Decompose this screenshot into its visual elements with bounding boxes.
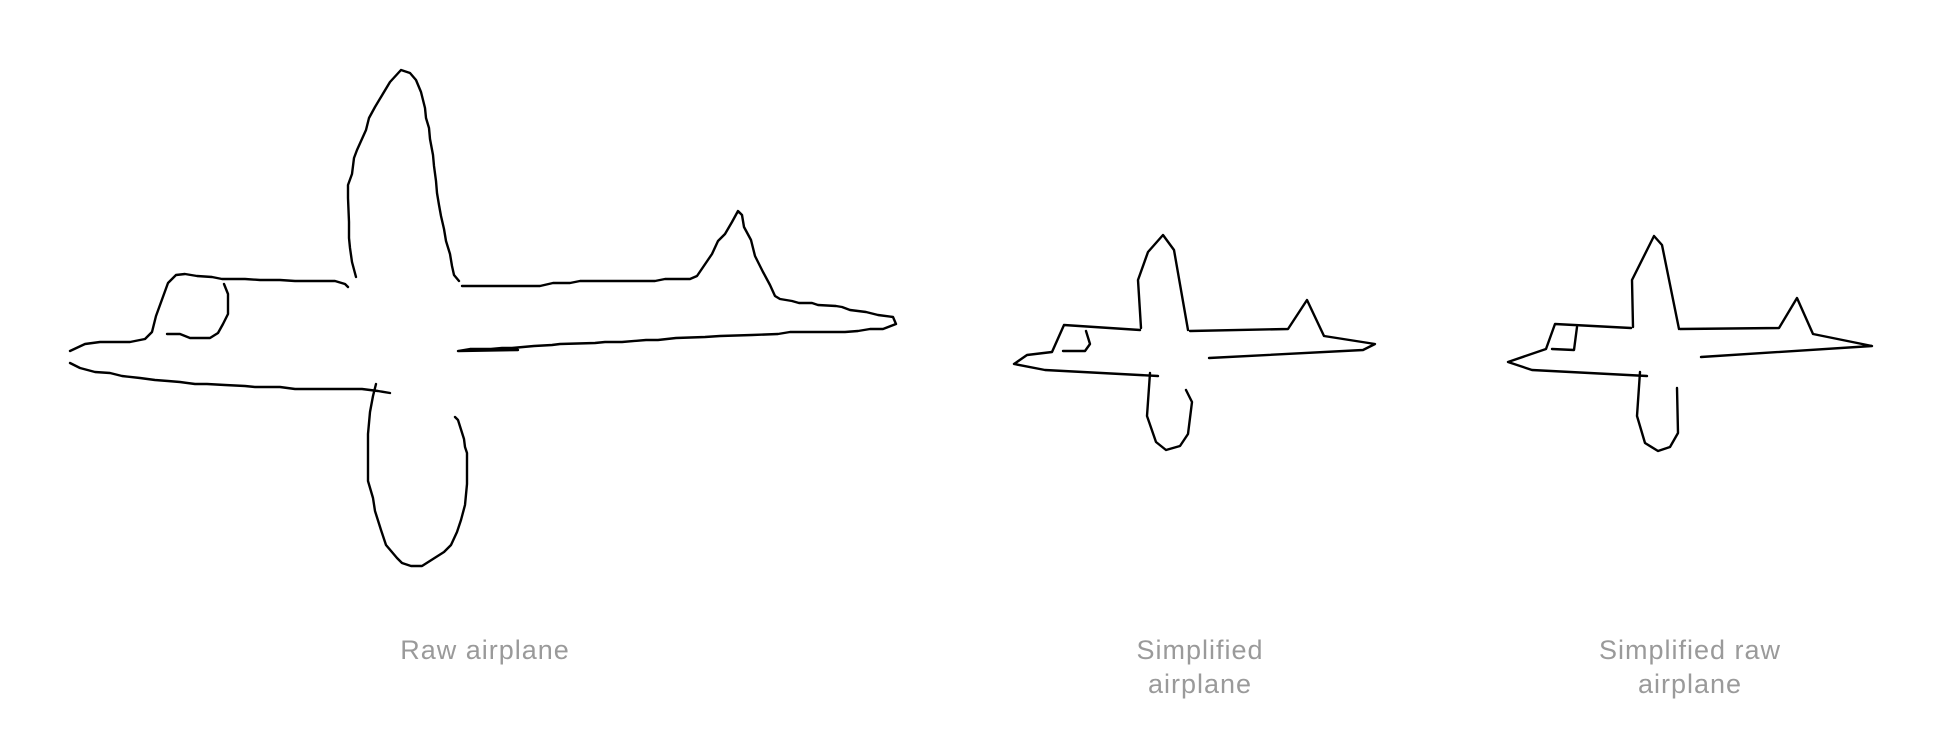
- raw-airplane-drawing: [68, 68, 898, 568]
- simplified-raw-airplane-caption-line-1: Simplified raw: [1598, 635, 1782, 665]
- raw-upper-wing-stroke: [346, 68, 461, 283]
- simplified-lower-wing-stroke: [1145, 371, 1194, 452]
- simplified-tail-stroke: [1188, 298, 1377, 360]
- simplified-cockpit-stroke: [1061, 329, 1092, 353]
- simplified-raw-tail-stroke: [1678, 296, 1874, 359]
- simplified-fuselage-top-stroke: [1012, 323, 1160, 378]
- raw-lower-wing-stroke: [366, 382, 469, 568]
- simplified-raw-upper-wing-stroke: [1630, 234, 1681, 331]
- simplified-raw-lower-wing-stroke: [1635, 370, 1680, 453]
- raw-lower-fuselage-stroke: [68, 361, 392, 395]
- simplified-upper-wing-stroke: [1136, 233, 1190, 332]
- raw-fuselage-mid-stroke: [456, 209, 898, 353]
- simplified-raw-fuselage-top-stroke: [1506, 322, 1649, 378]
- simplified-airplane-caption: Simplified airplane: [1050, 633, 1350, 701]
- raw-cockpit-stroke: [165, 282, 230, 340]
- simplified-airplane-caption-line-2: airplane: [1147, 669, 1253, 699]
- raw-airplane-caption: Raw airplane: [335, 633, 635, 667]
- raw-airplane-caption-line-1: Raw airplane: [400, 635, 570, 665]
- simplified-raw-airplane-caption: Simplified raw airplane: [1540, 633, 1840, 701]
- raw-upper-fuselage-stroke: [68, 272, 350, 353]
- simplified-raw-cockpit-stroke: [1550, 325, 1579, 352]
- simplified-airplane-caption-line-1: Simplified: [1136, 635, 1264, 665]
- simplified-raw-airplane-drawing: [1506, 234, 1874, 453]
- simplified-airplane-drawing: [1012, 233, 1377, 452]
- simplified-raw-airplane-caption-line-2: airplane: [1637, 669, 1743, 699]
